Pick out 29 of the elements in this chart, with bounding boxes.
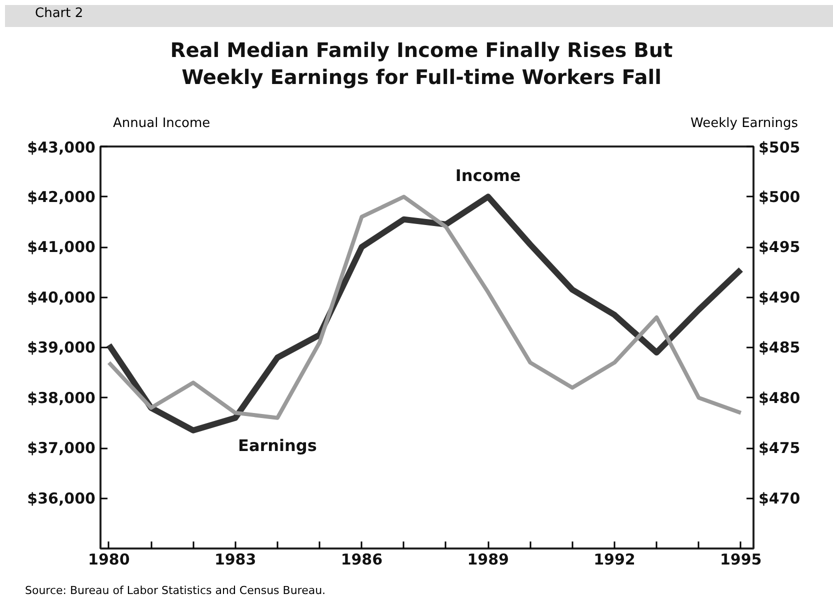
y2-tick-label: $500 — [758, 188, 800, 206]
y-tick-label: $38,000 — [27, 388, 96, 407]
y-axis-title: Annual Income — [113, 115, 210, 133]
caption: Chart 2 — [35, 5, 84, 23]
y2-tick-label: $490 — [758, 288, 800, 306]
x-tick-label: 1986 — [340, 550, 383, 568]
x-tick-label: 1992 — [594, 550, 636, 568]
y-tick-label: $36,000 — [27, 489, 96, 508]
x-tick-label: 1995 — [720, 550, 762, 568]
source-note: Source: Bureau of Labor Statistics and Census Bureau. — [25, 583, 326, 599]
y-tick-label: $37,000 — [27, 439, 96, 457]
y-tick-label: $43,000 — [27, 138, 96, 156]
y2-axis-title: Weekly Earnings — [690, 115, 798, 133]
y2-tick-label: $495 — [758, 238, 800, 256]
y2-tick-label: $470 — [758, 489, 800, 508]
chart-title: Real Median Family Income Finally Rises But Weekly Earnings for Full-time Workers Fall — [170, 37, 673, 91]
y-tick-label: $39,000 — [27, 338, 96, 356]
y2-tick-label: $475 — [758, 439, 800, 457]
x-tick-label: 1983 — [214, 550, 256, 568]
y-tick-label: $42,000 — [27, 188, 96, 206]
y-tick-label: $40,000 — [27, 288, 96, 306]
y2-tick-label: $480 — [758, 388, 800, 407]
series-label: Earnings — [238, 436, 317, 455]
series-label: Income — [455, 166, 521, 185]
y-tick-label: $41,000 — [27, 238, 96, 256]
y2-tick-label: $505 — [758, 138, 800, 156]
x-tick-label: 1989 — [467, 550, 509, 568]
y2-tick-label: $485 — [758, 338, 800, 356]
x-tick-label: 1980 — [88, 550, 130, 568]
